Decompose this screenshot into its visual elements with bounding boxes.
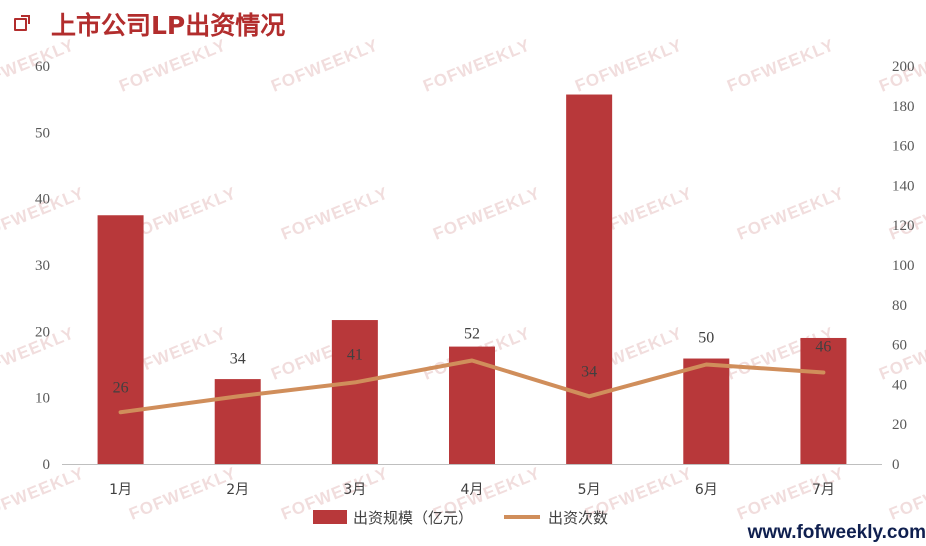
line-data-label: 50 (698, 330, 714, 347)
watermark-text: FOFWEEKLY (278, 183, 391, 243)
website-url: www.fofweekly.com (747, 522, 926, 543)
y-right-tick-label: 80 (892, 298, 907, 314)
y-right-tick-label: 120 (892, 218, 915, 234)
y-left-tick-label: 50 (35, 125, 50, 141)
line-path (118, 358, 826, 415)
x-tick-label: 5月 (578, 482, 601, 498)
bar (566, 94, 613, 465)
y-left-tick-label: 0 (43, 457, 51, 473)
x-tick-label: 2月 (226, 482, 249, 498)
bar-series (97, 94, 847, 465)
legend-line-label: 出资次数 (548, 509, 608, 527)
y-left-tick-label: 30 (35, 258, 50, 274)
checkbox-icon (14, 14, 30, 31)
page-title: 上市公司LP出资情况 (51, 11, 286, 40)
y-right-tick-label: 160 (892, 139, 915, 155)
line-data-label: 46 (815, 338, 831, 355)
watermark-text: FOFWEEKLY (430, 183, 543, 243)
bar (800, 337, 847, 464)
y-left-tick-label: 10 (35, 391, 50, 407)
y-right-tick-label: 60 (892, 338, 907, 354)
watermark-text: FOFWEEKLY (268, 35, 381, 95)
watermark-text: FOFWEEKLY (734, 183, 847, 243)
watermark-text: FOFWEEKLY (572, 35, 685, 95)
legend-bar-swatch (313, 510, 347, 524)
x-tick-label: 1月 (109, 482, 132, 498)
axes: 0 10 20 30 40 50 60 0 20 40 60 80 100 120 140 160 180 200… (35, 59, 915, 498)
line-data-label: 52 (464, 326, 480, 343)
bar (683, 358, 730, 464)
x-tick-label: 7月 (812, 482, 835, 498)
x-tick-label: 6月 (695, 482, 718, 498)
bar (214, 379, 261, 464)
data-labels: 26 34 41 52 34 50 46 (113, 326, 832, 397)
line-data-label: 26 (113, 379, 129, 396)
y-right-tick-label: 140 (892, 178, 915, 194)
line-data-label: 34 (230, 350, 246, 367)
line-data-label: 41 (347, 346, 363, 363)
y-right-tick-label: 180 (892, 99, 915, 115)
y-left-tick-label: 60 (35, 59, 50, 75)
line-data-label: 34 (581, 363, 597, 380)
y-left-tick-label: 40 (35, 192, 50, 208)
y-right-tick-label: 40 (892, 377, 907, 393)
y-right-tick-label: 200 (892, 59, 915, 75)
y-right-tick-label: 100 (892, 258, 915, 274)
legend-bar-label: 出资规模（亿元） (353, 509, 473, 527)
bar (331, 320, 378, 464)
x-tick-label: 4月 (461, 482, 484, 498)
bar (97, 215, 144, 464)
watermark-text: FOFWEEKLY (420, 35, 533, 95)
y-right-tick-label: 0 (892, 457, 900, 473)
x-tick-label: 3月 (343, 482, 366, 498)
watermark-text: FOFWEEKLY (724, 35, 837, 95)
legend: 出资规模（亿元） 出资次数 (313, 509, 608, 527)
y-left-tick-label: 20 (35, 324, 50, 340)
watermark-text: FOFWEEKLY (126, 463, 239, 523)
y-right-tick-label: 20 (892, 417, 907, 433)
title-area: 上市公司LP出资情况 (14, 4, 285, 44)
line-series (118, 358, 826, 415)
watermark-text: FOFWEEKLY (116, 35, 229, 95)
